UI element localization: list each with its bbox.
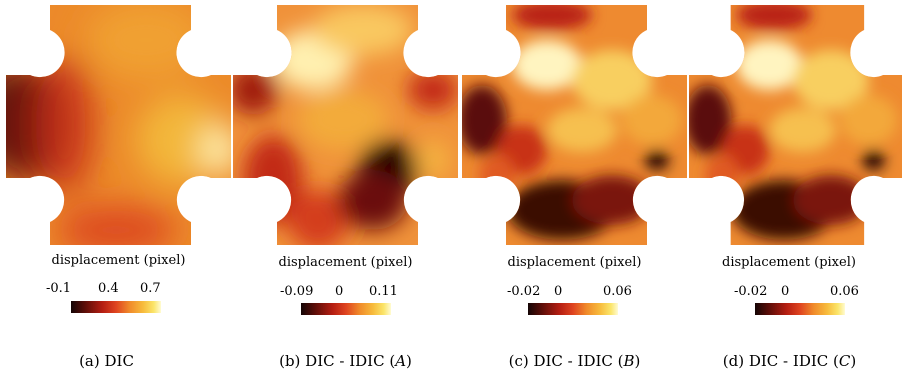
colorbar-tick-mid: 0 bbox=[781, 284, 790, 299]
colorbar-label: displacement (pixel) bbox=[722, 255, 856, 270]
colorbar-label: displacement (pixel) bbox=[278, 255, 413, 270]
panel-a: displacement (pixel) -0.1 0.4 0.7 (a) DI… bbox=[6, 0, 231, 385]
caption-b: (b) DIC - IDIC (A) bbox=[279, 352, 412, 370]
colorbar-tick-mid: 0.4 bbox=[98, 281, 119, 296]
displacement-map-dic-idic-a bbox=[233, 5, 458, 245]
colorbar-tick-mid: 0 bbox=[335, 284, 344, 299]
colorbar-tick-min: -0.02 bbox=[507, 284, 541, 299]
colorbar-tick-min: -0.09 bbox=[280, 284, 314, 299]
displacement-map-dic-idic-b bbox=[462, 5, 687, 245]
colorbar-tick-max: 0.11 bbox=[369, 284, 398, 299]
colorbar-label: displacement (pixel) bbox=[51, 253, 186, 268]
colorbar-tick-min: -0.02 bbox=[734, 284, 768, 299]
caption-d: (d) DIC - IDIC (C) bbox=[722, 352, 857, 370]
colorbar-tick-max: 0.06 bbox=[830, 284, 859, 299]
panel-c: displacement (pixel) -0.02 0 0.06 (c) DI… bbox=[462, 0, 687, 385]
colorbar bbox=[755, 303, 845, 315]
caption-a: (a) DIC bbox=[79, 352, 134, 370]
colorbar bbox=[301, 303, 391, 315]
colorbar bbox=[71, 301, 161, 313]
colorbar-tick-max: 0.7 bbox=[140, 281, 161, 296]
colorbar-tick-mid: 0 bbox=[554, 284, 563, 299]
panel-d: displacement (pixel) -0.02 0 0.06 (d) DI… bbox=[689, 0, 902, 385]
displacement-map-dic-idic-c bbox=[689, 5, 902, 245]
panel-b: displacement (pixel) -0.09 0 0.11 (b) DI… bbox=[233, 0, 458, 385]
colorbar-tick-max: 0.06 bbox=[603, 284, 632, 299]
colorbar bbox=[528, 303, 618, 315]
colorbar-tick-min: -0.1 bbox=[46, 281, 72, 296]
colorbar-label: displacement (pixel) bbox=[507, 255, 642, 270]
caption-c: (c) DIC - IDIC (B) bbox=[508, 352, 641, 370]
displacement-map-dic bbox=[6, 5, 231, 245]
